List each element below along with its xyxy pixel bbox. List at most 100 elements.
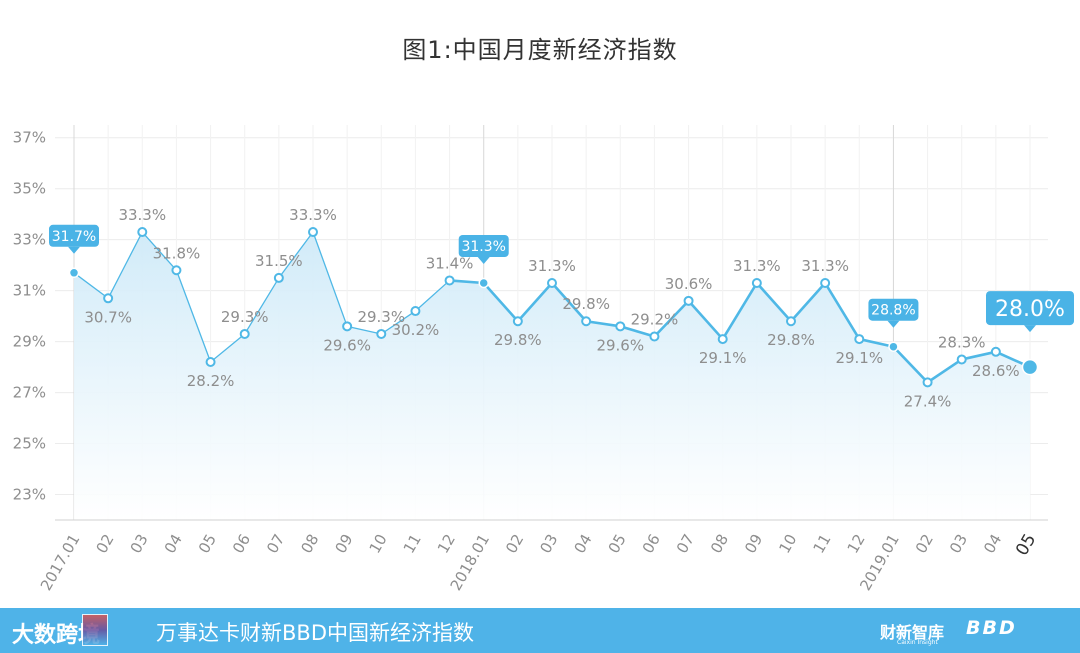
series-line bbox=[73, 231, 1032, 384]
data-label: 31.3% bbox=[461, 239, 505, 255]
data-label: 31.3% bbox=[733, 257, 781, 275]
x-tick-label: 2017.01 bbox=[37, 531, 84, 594]
x-tick-label: 08 bbox=[297, 531, 322, 557]
caixin-brand-sub: Caixin Insight bbox=[897, 639, 938, 646]
series-segment bbox=[857, 337, 895, 349]
footer-title: 万事达卡财新BBD中国新经济指数 bbox=[156, 621, 474, 645]
series-segment bbox=[516, 281, 554, 323]
series-segment bbox=[721, 281, 759, 341]
data-point bbox=[205, 357, 216, 367]
callout-box bbox=[49, 224, 99, 247]
series-segment bbox=[175, 269, 212, 363]
x-tick-label: 04 bbox=[161, 531, 186, 557]
data-label: 31.5% bbox=[255, 252, 303, 270]
data-point bbox=[547, 278, 557, 288]
series-segment bbox=[107, 231, 143, 299]
footer-logo-image bbox=[82, 614, 108, 646]
series-segment bbox=[380, 310, 417, 335]
series-segment bbox=[618, 325, 656, 338]
data-label: 29.8% bbox=[562, 295, 610, 313]
series-segment bbox=[550, 281, 588, 323]
series-segment bbox=[448, 279, 486, 285]
x-tick-label: 02 bbox=[502, 531, 527, 557]
data-label: 29.3% bbox=[357, 308, 405, 326]
data-point bbox=[956, 354, 967, 365]
series-segment bbox=[141, 231, 178, 271]
data-label: 28.8% bbox=[871, 303, 915, 319]
data-point bbox=[1021, 358, 1039, 376]
data-point bbox=[820, 278, 831, 288]
data-label: 29.1% bbox=[835, 349, 883, 367]
series-segment bbox=[892, 345, 929, 384]
callout-pointer bbox=[887, 320, 900, 328]
data-label: 30.7% bbox=[84, 308, 132, 326]
data-point bbox=[444, 275, 455, 286]
data-label: 30.6% bbox=[665, 275, 713, 293]
data-point bbox=[512, 316, 523, 327]
data-point bbox=[922, 377, 933, 388]
x-tick-label: 07 bbox=[263, 531, 288, 557]
data-point bbox=[751, 278, 762, 288]
x-tick-label: 04 bbox=[570, 531, 595, 557]
data-points bbox=[68, 227, 1039, 388]
area-fill bbox=[74, 232, 1030, 520]
series-segment bbox=[278, 231, 314, 279]
series-segment bbox=[584, 319, 622, 328]
y-tick-label: 29% bbox=[13, 333, 46, 351]
x-tick-label: 11 bbox=[400, 531, 425, 557]
chart-title: 图1:中国月度新经济指数 bbox=[402, 36, 678, 64]
data-point bbox=[478, 277, 489, 289]
series-segment bbox=[823, 281, 861, 341]
bbd-brand: BBD bbox=[966, 617, 1017, 639]
series-segment bbox=[73, 272, 109, 299]
data-label: 31.7% bbox=[52, 229, 96, 245]
callout-pointer bbox=[1024, 325, 1036, 333]
caixin-brand: 财新智库 bbox=[880, 623, 945, 642]
data-point bbox=[786, 316, 796, 327]
data-point bbox=[171, 265, 182, 276]
callout-pointer bbox=[68, 246, 80, 254]
data-label: 29.8% bbox=[767, 331, 815, 349]
data-point bbox=[410, 306, 421, 317]
data-point bbox=[137, 227, 148, 238]
data-label: 29.3% bbox=[221, 308, 269, 326]
data-label: 29.8% bbox=[494, 331, 542, 349]
data-point bbox=[717, 334, 728, 345]
data-label: 29.6% bbox=[596, 336, 644, 354]
data-point bbox=[990, 346, 1001, 357]
y-tick-label: 31% bbox=[13, 282, 46, 300]
data-point bbox=[239, 328, 250, 339]
y-tick-label: 27% bbox=[13, 384, 46, 402]
x-tick-label: 08 bbox=[707, 531, 732, 557]
line-chart: 31.7% 30.7% 33.3% 31.8% 28.2% 29.3% 31.5% 33.3%… bbox=[13, 125, 1074, 594]
series-segment bbox=[755, 281, 793, 323]
x-tick-label: 06 bbox=[639, 531, 664, 557]
y-tick-label: 33% bbox=[13, 231, 46, 249]
series-segment bbox=[789, 281, 827, 323]
area-path bbox=[74, 232, 1030, 520]
footer-bar: 大数跨境 万事达卡财新BBD中国新经济指数 财新智库 Caixin Insigh… bbox=[0, 608, 1080, 653]
x-tick-label: 02 bbox=[92, 531, 117, 557]
x-tick-label: 09 bbox=[331, 531, 356, 557]
callout-box bbox=[458, 235, 509, 257]
x-tick-label: 04 bbox=[980, 531, 1005, 557]
series-segment bbox=[687, 299, 725, 341]
callout-pointer bbox=[477, 257, 490, 264]
data-point bbox=[376, 328, 387, 339]
data-label: 28.3% bbox=[938, 333, 986, 351]
data-point bbox=[649, 331, 660, 342]
data-point bbox=[888, 341, 899, 352]
data-point bbox=[615, 321, 626, 332]
data-label: 33.3% bbox=[289, 206, 337, 224]
x-tick-label: 12 bbox=[844, 531, 869, 557]
data-point bbox=[854, 334, 865, 345]
data-label: 27.4% bbox=[904, 392, 952, 410]
x-tick-label: 12 bbox=[434, 531, 459, 557]
data-point bbox=[103, 293, 114, 304]
series-segment bbox=[926, 358, 964, 384]
data-label: 28.0% bbox=[995, 297, 1065, 322]
data-label: 31.4% bbox=[426, 254, 474, 272]
data-point bbox=[68, 267, 80, 279]
callout-box bbox=[868, 298, 919, 321]
data-labels: 31.7% 30.7% 33.3% 31.8% 28.2% 29.3% 31.5% 33.3%… bbox=[49, 206, 1074, 410]
